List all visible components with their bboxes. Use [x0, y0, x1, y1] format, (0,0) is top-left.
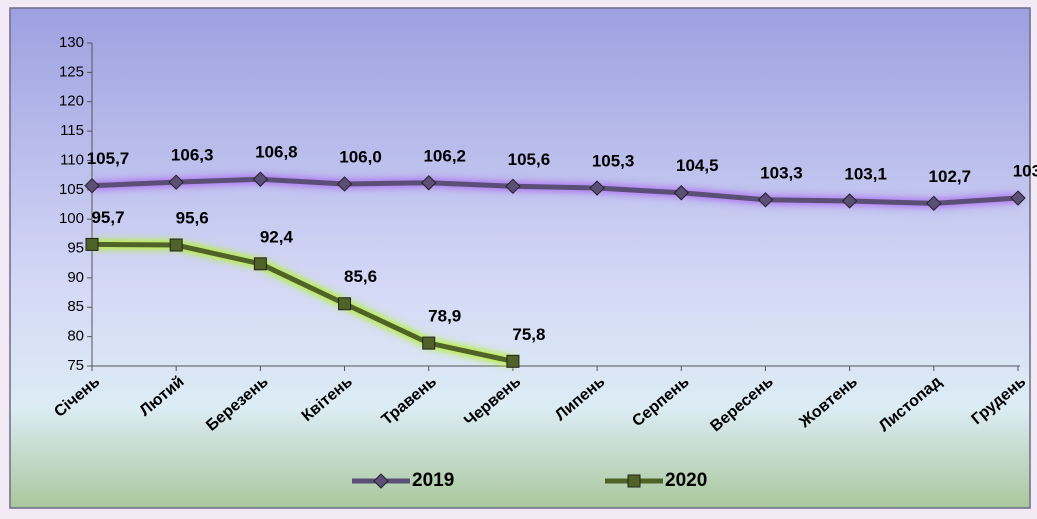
y-tick-label: 90: [67, 269, 84, 286]
data-point: [338, 297, 352, 311]
data-label: 103,6: [1013, 162, 1037, 181]
data-point: [757, 192, 774, 208]
data-label: 106,0: [339, 147, 382, 166]
y-tick-label: 80: [67, 328, 84, 345]
y-tick-label: 130: [59, 34, 84, 51]
legend-label: 2019: [412, 470, 454, 491]
data-point: [85, 237, 99, 251]
data-point: [421, 175, 437, 191]
chart-frame: [9, 7, 1031, 509]
data-point: [168, 174, 184, 190]
data-label: 105,3: [592, 152, 635, 171]
data-point: [926, 195, 942, 212]
data-label: 106,2: [423, 146, 466, 165]
series-line: [91, 241, 514, 364]
data-label: 95,7: [91, 208, 124, 227]
data-point: [336, 176, 353, 192]
y-tick-label: 100: [59, 210, 84, 227]
data-label: 103,1: [844, 164, 887, 183]
data-label: 75,8: [512, 325, 545, 344]
legend-label: 2020: [665, 470, 707, 491]
data-point: [422, 336, 436, 350]
y-tick-label: 110: [60, 151, 84, 168]
data-label: 102,7: [929, 167, 972, 186]
data-point: [84, 177, 100, 194]
data-label: 95,6: [176, 209, 209, 228]
data-point: [506, 354, 520, 368]
data-label: 105,7: [87, 149, 130, 168]
data-label: 92,4: [260, 227, 294, 246]
data-label: 78,9: [428, 307, 461, 326]
y-tick-label: 125: [59, 63, 84, 80]
y-tick-label: 115: [60, 122, 84, 139]
y-tick-label: 95: [67, 240, 84, 257]
data-point: [841, 193, 858, 209]
data-point: [673, 185, 689, 201]
data-point: [169, 238, 183, 252]
data-point: [253, 257, 267, 271]
data-label: 85,6: [344, 267, 377, 286]
y-tick-label: 120: [59, 93, 84, 110]
data-label: 104,5: [676, 156, 719, 175]
data-label: 105,6: [508, 150, 551, 169]
data-point: [505, 178, 521, 195]
data-label: 103,3: [760, 163, 803, 182]
data-point: [1010, 190, 1026, 206]
legend-marker: [373, 473, 389, 489]
y-tick-label: 105: [59, 181, 84, 198]
data-label: 106,3: [171, 146, 214, 165]
data-point: [252, 171, 269, 187]
y-tick-label: 85: [67, 298, 84, 315]
data-point: [589, 180, 605, 196]
data-label: 106,8: [255, 143, 298, 162]
y-tick-label: 75: [67, 357, 84, 374]
series-line: [91, 176, 1019, 206]
legend-marker: [627, 474, 641, 488]
